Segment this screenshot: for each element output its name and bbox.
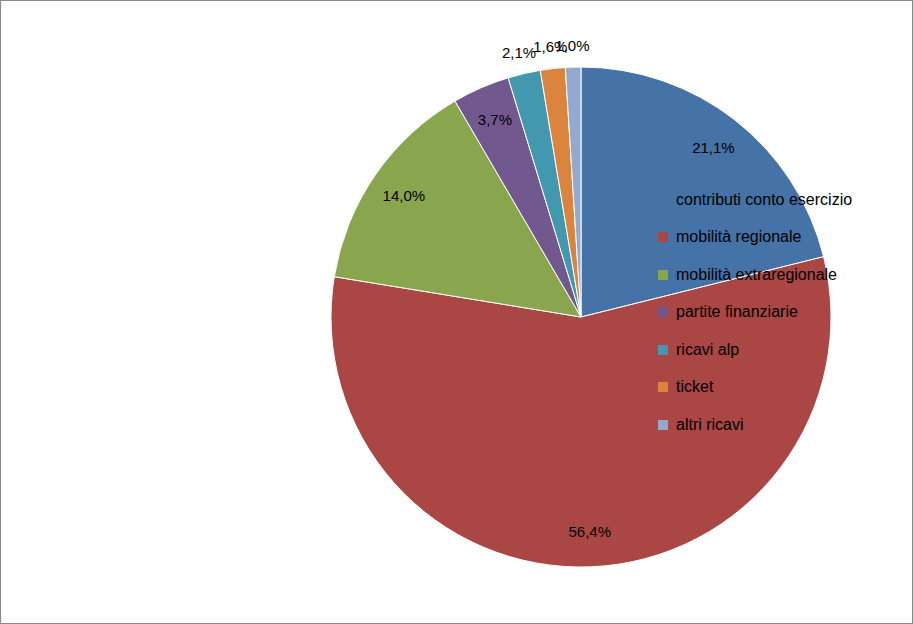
html-text:ricavi alp: ricavi alp [676,340,740,358]
svg-text:2,1%: 2,1% [502,44,536,61]
svg-text:14,0%: 14,0% [383,187,426,204]
html-text:mobilità regionale: mobilità regionale [676,228,802,246]
svg-text:3,7%: 3,7% [478,111,512,128]
svg-text:1,6%: 1,6% [533,38,568,56]
svg-text:21,1%: 21,1% [692,139,735,156]
html-text:partite finanziarie: partite finanziarie [676,303,798,321]
html-text:mobilità extraregionale: mobilità extraregionale [676,265,837,283]
html-text:altri ricavi: altri ricavi [676,415,744,433]
html-text:contributi conto esercizio: contributi conto esercizio [676,190,853,208]
svg-text:1,0%: 1,0% [555,37,589,54]
svg-text:56,4%: 56,4% [569,523,612,540]
html-text:ticket: ticket [676,378,714,396]
